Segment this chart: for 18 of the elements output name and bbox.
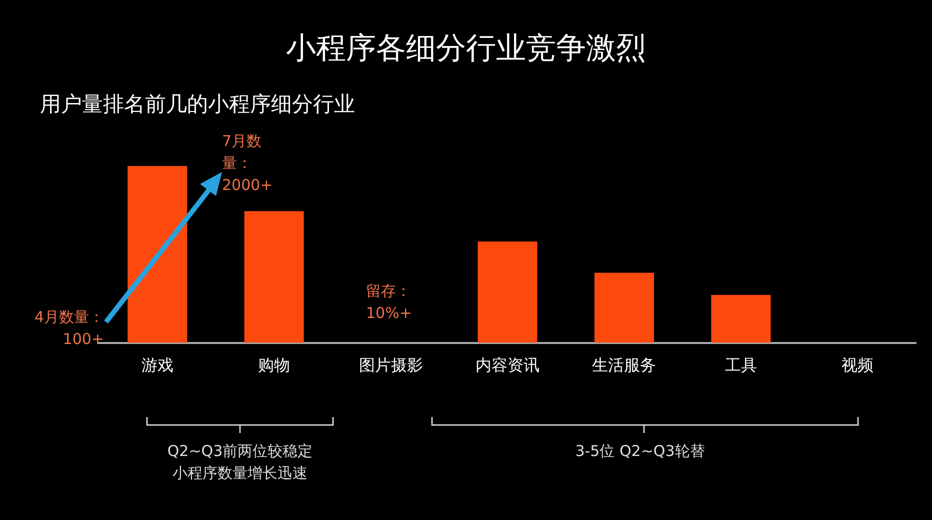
bar (711, 294, 771, 343)
chart-title: 小程序各细分行业竞争激烈 (285, 30, 647, 68)
chart-subtitle: 用户量排名前几的小程序细分行业 (40, 91, 355, 118)
x-tick-label: 内容资讯 (476, 356, 540, 375)
x-tick-label: 图片摄影 (358, 356, 423, 375)
x-tick-label: 工具 (724, 356, 757, 375)
text: 3-5位 Q2~Q3轮替 (574, 441, 706, 462)
bar (244, 211, 304, 343)
x-tick-label: 游戏 (141, 356, 174, 375)
bar (478, 241, 538, 343)
annotation: 留存：10%+ (366, 281, 413, 324)
x-tick-label: 购物 (258, 356, 290, 375)
text: Q2~Q3前两位较稳定小程序数量增长迅速 (166, 441, 314, 484)
x-tick-label: 生活服务 (592, 356, 656, 375)
bar (594, 272, 654, 343)
annotation: 7月数量：2000+ (222, 131, 274, 196)
x-tick-label: 视频 (842, 356, 874, 375)
annotation: 4月数量：100+ (33, 307, 104, 350)
